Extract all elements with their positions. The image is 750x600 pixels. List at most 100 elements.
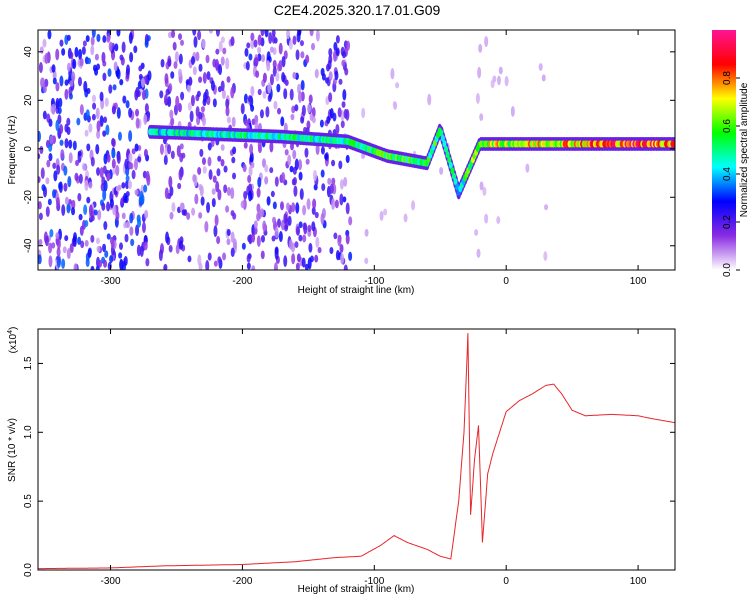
- spectrogram-cell: [345, 202, 350, 215]
- colorbar-tick-label: 0.6: [722, 119, 733, 133]
- spectrogram-cell: [230, 187, 235, 200]
- spectrogram-cell: [484, 213, 489, 224]
- spectrogram-cell: [63, 165, 68, 176]
- spectrogram-cell: [197, 30, 202, 41]
- spectrogram-cell: [64, 88, 69, 100]
- spectrogram-cell: [102, 35, 107, 43]
- spectrogram-cell: [298, 221, 303, 229]
- spectrogram-cell: [281, 55, 286, 68]
- spectrogram-cell: [538, 63, 543, 71]
- colorbar-tick-label: 0.0: [722, 263, 733, 277]
- x-tick-label: 0: [503, 276, 509, 287]
- spectrogram-cell: [125, 175, 130, 182]
- spectrogram-cell: [215, 30, 220, 37]
- spectrogram-cell: [314, 254, 319, 263]
- spectrogram-cell: [303, 222, 308, 235]
- spectrogram-cell: [341, 101, 346, 108]
- snr-multiplier-close: ): [8, 327, 19, 330]
- spectrogram-cell: [106, 233, 111, 240]
- spectrogram-cell: [192, 66, 197, 76]
- spectrogram-cell: [135, 117, 140, 129]
- spectrogram-cell: [52, 77, 57, 85]
- spectrogram-cell: [116, 107, 121, 119]
- spectrogram-cell: [144, 103, 149, 114]
- spectrogram-cell: [168, 31, 173, 39]
- spectrogram-cell: [379, 210, 384, 221]
- spectrogram-cell: [82, 40, 87, 47]
- spectrogram-cell: [48, 255, 53, 268]
- spectrogram-cell: [62, 246, 67, 254]
- y-tick-label: 20: [23, 94, 34, 106]
- y-tick-label: 1.0: [23, 425, 34, 439]
- spectrogram-cell: [246, 254, 251, 263]
- spectrogram-cell: [268, 32, 273, 44]
- spectrogram-cell: [59, 75, 64, 87]
- spectrogram-cell: [334, 70, 339, 81]
- spectrogram-cell: [112, 205, 117, 216]
- spectrogram-cell: [274, 176, 279, 187]
- spectrogram-cell: [51, 64, 56, 73]
- spectrogram-cell: [320, 169, 325, 178]
- spectrogram-ridge: [147, 123, 675, 200]
- spectrogram-cell: [174, 51, 179, 63]
- spectrogram-cell: [479, 113, 484, 121]
- spectrogram-cell: [111, 138, 116, 148]
- spectrogram-cell: [361, 107, 366, 119]
- spectrogram-cell: [130, 238, 135, 247]
- spectrogram-cell: [484, 36, 489, 48]
- spectrogram-cell: [287, 154, 292, 166]
- spectrogram-cell: [281, 171, 286, 184]
- spectrogram-cell: [55, 97, 60, 110]
- spectrogram-cell: [74, 46, 79, 58]
- spectrogram-cell: [128, 152, 133, 163]
- spectrogram-cell: [112, 84, 117, 91]
- spectrogram-cell: [307, 257, 312, 270]
- spectrogram-cell: [242, 163, 247, 173]
- spectrogram-cell: [231, 116, 236, 128]
- spectrogram-cell: [159, 143, 164, 155]
- spectrogram-cell: [498, 66, 503, 75]
- spectrogram-cell: [212, 58, 217, 68]
- spectrogram-cell: [364, 228, 369, 237]
- spectrogram-cell: [293, 185, 298, 197]
- spectrogram-cell: [301, 104, 306, 117]
- spectrogram-cell: [273, 262, 278, 270]
- spectrogram-cell: [59, 39, 64, 47]
- spectrogram-cell: [208, 30, 213, 34]
- spectrogram-cell: [128, 130, 133, 142]
- spectrogram-cell: [145, 258, 150, 267]
- spectrogram-cell: [541, 74, 546, 82]
- spectrogram-cell: [98, 259, 103, 268]
- spectrogram-cell: [140, 193, 145, 205]
- spectrogram-cell: [257, 53, 262, 62]
- spectrogram-cell: [257, 46, 262, 54]
- spectrogram-cell: [147, 70, 152, 81]
- spectrogram-cell: [243, 142, 248, 149]
- ridge-core: [442, 140, 447, 148]
- spectrogram-cell: [306, 198, 311, 210]
- spectrogram-cell: [306, 120, 311, 130]
- spectrogram-cell: [249, 143, 254, 155]
- spectrogram-cell: [107, 262, 112, 270]
- spectrogram-cell: [200, 106, 205, 113]
- spectrogram-cell: [77, 150, 82, 157]
- spectrogram-cell: [329, 183, 334, 194]
- spectrogram-cell: [125, 180, 130, 190]
- spectrogram-cell: [269, 141, 274, 153]
- spectrogram-cell: [230, 210, 235, 217]
- colorbar-tick-label: 0.8: [722, 71, 733, 85]
- spectrogram-cell: [131, 148, 136, 155]
- spectrogram-cell: [101, 202, 106, 211]
- spectrogram-cell: [295, 262, 300, 270]
- spectrogram-cell: [90, 156, 95, 167]
- spectrogram-cell: [169, 211, 174, 220]
- spectrogram-cell: [271, 235, 276, 242]
- spectrogram-cell: [313, 169, 318, 182]
- spectrogram-cell: [335, 124, 340, 135]
- spectrogram-cell: [207, 156, 212, 167]
- spectrogram-cell: [93, 209, 98, 216]
- spectrogram-cell: [61, 204, 66, 217]
- spectrogram-cell: [69, 80, 74, 87]
- spectrogram-cell: [88, 123, 93, 133]
